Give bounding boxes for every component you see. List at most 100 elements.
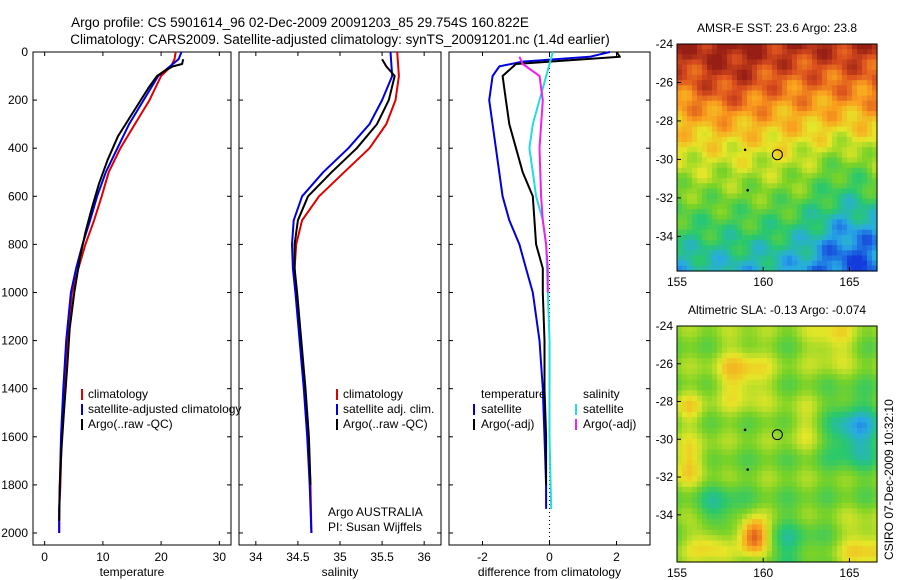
map-cell: [747, 152, 753, 159]
map-cell: [702, 136, 708, 143]
map-cell: [807, 438, 813, 445]
map-cell: [717, 395, 723, 402]
map-cell: [737, 59, 743, 66]
map-cell: [687, 85, 693, 92]
map-cell: [822, 178, 828, 184]
map-cell: [847, 131, 853, 138]
map-cell: [692, 209, 698, 215]
y-tick-label: 2000: [1, 526, 28, 540]
map-cell: [737, 188, 743, 195]
map-cell: [852, 551, 858, 558]
map-cell: [787, 49, 793, 55]
map-cell: [727, 147, 733, 153]
map-cell: [707, 74, 713, 81]
map-cell: [797, 142, 803, 148]
map-cell: [807, 551, 813, 558]
map-cell: [707, 142, 713, 148]
map-cell: [712, 59, 718, 66]
map-cell: [787, 422, 793, 429]
map-cell: [737, 121, 743, 128]
map-cell: [842, 49, 848, 55]
map-cell: [747, 203, 753, 210]
map-cell: [712, 433, 718, 440]
map-cell: [722, 401, 728, 408]
map-cell: [707, 390, 713, 397]
map-cell: [832, 240, 838, 246]
map-cell: [842, 203, 848, 210]
map-cell: [862, 503, 868, 509]
map-cell: [837, 352, 843, 359]
map-cell: [702, 265, 708, 272]
map-cell: [752, 54, 758, 61]
map-cell: [727, 152, 733, 159]
map-cell: [712, 331, 718, 338]
map-cell: [757, 240, 763, 246]
map-cell: [867, 551, 873, 558]
map-cell: [827, 54, 833, 61]
map-cell: [777, 438, 783, 445]
map-cell: [747, 265, 753, 272]
map-cell: [682, 178, 688, 184]
map-cell: [767, 326, 773, 332]
map-cell: [837, 497, 843, 504]
map-cell: [692, 188, 698, 195]
map-cell: [747, 395, 753, 402]
map-cell: [812, 342, 818, 349]
map-cell: [747, 551, 753, 558]
map-cell: [687, 74, 693, 81]
map-cell: [847, 390, 853, 397]
map-cell: [807, 203, 813, 210]
map-cell: [817, 368, 823, 375]
map-cell: [802, 250, 808, 257]
map-cell: [812, 529, 818, 536]
map-cell: [717, 260, 723, 267]
map-cell: [767, 131, 773, 138]
map-cell: [677, 342, 683, 349]
map-cell: [677, 59, 683, 66]
map-cell: [807, 126, 813, 133]
map-cell: [837, 131, 843, 138]
map-cell: [732, 347, 738, 354]
map-cell: [687, 385, 693, 391]
y-tick-label: -26: [656, 75, 674, 89]
map-cell: [767, 260, 773, 267]
map-cell: [792, 44, 798, 50]
map-cell: [782, 476, 788, 483]
map-cell: [827, 556, 833, 563]
map-cell: [702, 449, 708, 456]
map-cell: [842, 481, 848, 488]
map-cell: [702, 470, 708, 477]
map-cell: [867, 529, 873, 536]
map-cell: [847, 111, 853, 117]
map-cell: [847, 95, 853, 102]
map-cell: [872, 59, 878, 66]
map-cell: [762, 454, 768, 461]
map-cell: [722, 90, 728, 97]
map-cell: [762, 476, 768, 483]
map-cell: [847, 352, 853, 359]
map-cell: [807, 188, 813, 195]
map-cell: [722, 229, 728, 236]
map-cell: [812, 545, 818, 552]
map-cell: [792, 54, 798, 61]
map-cell: [832, 395, 838, 402]
map-cell: [817, 529, 823, 536]
map-cell: [797, 111, 803, 117]
map-cell: [767, 540, 773, 547]
map-cell: [807, 433, 813, 440]
map-cell: [777, 411, 783, 418]
map-cell: [737, 229, 743, 236]
map-cell: [747, 162, 753, 169]
map-cell: [842, 513, 848, 520]
series-line-temperature-2: [58, 58, 185, 522]
map-cell: [687, 203, 693, 210]
map-cell: [757, 54, 763, 61]
map-cell: [692, 368, 698, 375]
map-cell: [862, 556, 868, 563]
map-cell: [777, 503, 783, 509]
map-cell: [852, 374, 858, 381]
map-cell: [797, 203, 803, 210]
map-cell: [822, 476, 828, 483]
map-cell: [732, 203, 738, 210]
map-cell: [737, 535, 743, 542]
